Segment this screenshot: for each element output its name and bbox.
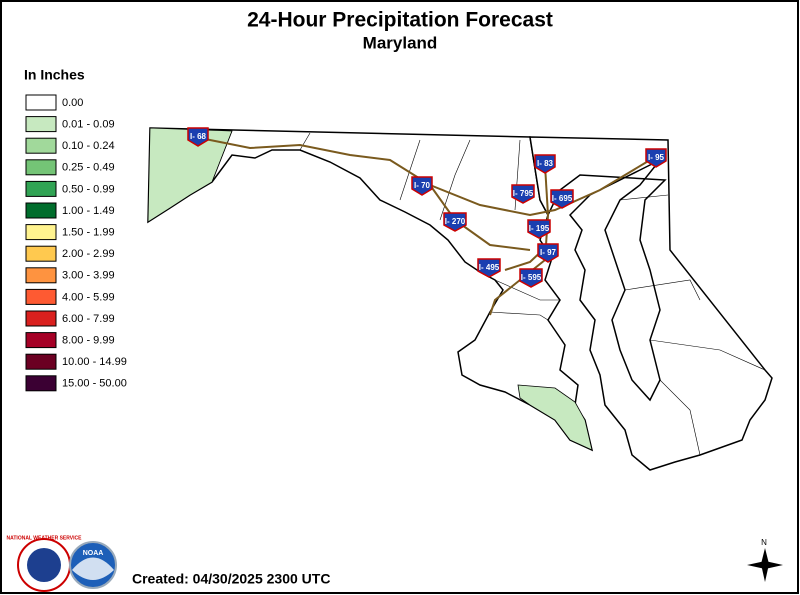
shield-label: I- 795 [513,189,534,198]
legend-label: 8.00 - 9.99 [62,335,115,347]
legend-label: 6.00 - 7.99 [62,313,115,325]
title: 24-Hour Precipitation Forecast [247,9,553,32]
nws-text: NATIONAL WEATHER SERVICE [7,535,83,541]
legend-title: In Inches [24,67,85,83]
legend-label: 0.10 - 0.24 [62,140,115,152]
shield-label: I- 695 [552,194,573,203]
shield-label: I- 195 [529,224,550,233]
legend-swatch [25,245,57,262]
legend-swatch [25,180,57,197]
shield-label: I- 83 [537,159,554,168]
legend-label: 4.00 - 5.99 [62,291,115,303]
county-lines [211,130,766,456]
legend-swatch [25,224,57,241]
legend-label: 10.00 - 14.99 [62,356,127,368]
precip-area [517,384,593,451]
shield-label: I- 270 [445,217,466,226]
shield-label: I- 68 [190,132,207,141]
created-text: Created: 04/30/2025 2300 UTC [132,571,330,587]
legend-label: 0.50 - 0.99 [62,183,115,195]
shield-label: I- 70 [414,181,431,190]
shield-label: I- 97 [540,248,557,257]
legend-label: 1.50 - 1.99 [62,227,115,239]
shield-label: I- 495 [479,263,500,272]
legend-swatch [25,375,57,392]
compass-label: N [761,538,767,547]
legend-label: 15.00 - 50.00 [62,378,127,390]
shield-label: I- 95 [648,153,665,162]
shield-label: I- 595 [521,273,542,282]
legend-swatch [25,267,57,284]
legend-label: 2.00 - 2.99 [62,248,115,260]
legend-label: 1.00 - 1.49 [62,205,115,217]
nws-logo: NATIONAL WEATHER SERVICE [7,535,83,592]
compass: N [747,538,783,582]
legend-swatch [25,288,57,305]
subtitle: Maryland [363,33,438,52]
legend-swatch [25,332,57,349]
legend-label: 3.00 - 3.99 [62,270,115,282]
noaa-text: NOAA [83,550,104,557]
legend-label: 0.00 [62,97,83,109]
legend-label: 0.01 - 0.09 [62,119,115,131]
legend-swatch [25,159,57,176]
legend-swatch [25,137,57,154]
legend: 0.00 0.01 - 0.09 0.10 - 0.24 0.25 - 0.49 0.5… [25,94,127,392]
legend-swatch [25,202,57,219]
legend-swatch [25,353,57,370]
noaa-logo: NOAA [69,541,117,589]
legend-label: 0.25 - 0.49 [62,162,115,174]
legend-swatch [25,310,57,327]
legend-swatch [25,94,57,111]
legend-swatch [25,116,57,133]
interstate-shields: I- 68 I- 70 I- 270 I- 83 I- 795 I- 695 I… [187,127,667,288]
